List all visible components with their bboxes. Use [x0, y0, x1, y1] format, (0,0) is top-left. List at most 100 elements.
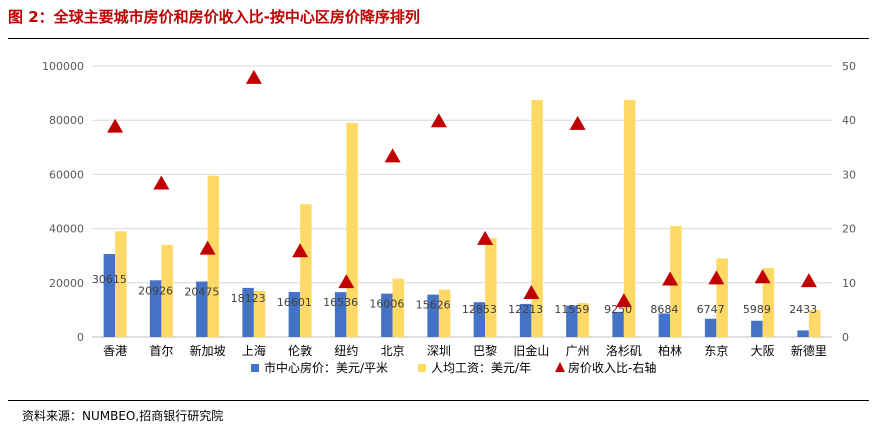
- left-axis-tick-label: 100000: [42, 60, 84, 73]
- wage-bar: [161, 244, 173, 337]
- legend-price-swatch: [251, 364, 259, 372]
- price-data-label: 6747: [697, 303, 725, 316]
- right-axis-tick-label: 10: [842, 277, 856, 290]
- ratio-marker: [523, 285, 540, 300]
- left-axis-tick-label: 80000: [49, 114, 84, 127]
- wage-bar: [716, 258, 728, 337]
- category-label: 深圳: [427, 344, 451, 358]
- price-bar: [381, 293, 393, 337]
- price-bar: [658, 313, 671, 337]
- price-bar: [242, 287, 254, 337]
- legend-ratio-swatch: [555, 362, 565, 372]
- ratio-marker: [199, 240, 216, 255]
- right-axis-tick-label: 50: [842, 60, 856, 73]
- price-data-label: 15626: [416, 299, 451, 312]
- ratio-marker: [153, 175, 170, 190]
- wage-bar: [577, 303, 590, 337]
- price-bar: [704, 318, 717, 337]
- legend-price-label: 市中心房价：美元/平米: [264, 360, 388, 375]
- price-data-label: 11559: [554, 303, 589, 316]
- category-label: 大阪: [751, 344, 775, 358]
- price-bar: [334, 292, 347, 337]
- price-bar: [427, 294, 439, 337]
- right-axis-tick-label: 0: [842, 331, 849, 344]
- source-note: 资料来源：NUMBEO,招商银行研究院: [22, 409, 224, 423]
- ratio-marker: [615, 293, 632, 308]
- price-bar: [797, 330, 809, 337]
- price-bar: [288, 292, 301, 337]
- bar-marks: [103, 99, 821, 337]
- left-axis-tick-label: 0: [77, 331, 84, 344]
- right-axis-ticks: 0 10 20 30 40 50: [842, 60, 856, 344]
- category-label: 东京: [704, 344, 728, 358]
- ratio-marker: [245, 69, 262, 84]
- left-axis-tick-label: 20000: [49, 277, 84, 290]
- left-axis-tick-label: 60000: [49, 168, 84, 181]
- wage-bar: [623, 99, 636, 337]
- ratio-marker: [662, 271, 679, 286]
- wage-bar: [253, 290, 266, 337]
- category-labels: 香港 首尔 新加坡 上海 伦敦 纽约 北京 深圳 巴黎 旧金山 广州 洛杉矶 柏林 东京 大阪 新德里: [103, 343, 827, 358]
- category-label: 首尔: [149, 343, 173, 358]
- category-label: 新加坡: [190, 343, 226, 358]
- wage-bar: [670, 225, 682, 337]
- ratio-marker: [430, 113, 447, 128]
- price-data-label: 16006: [369, 298, 404, 311]
- price-data-label: 5989: [743, 303, 771, 316]
- left-axis-ticks: 0 20000 40000 60000 80000 100000: [42, 60, 84, 344]
- price-bar: [566, 305, 578, 337]
- price-bar: [612, 311, 624, 337]
- wage-bar: [115, 231, 127, 337]
- wage-bar: [392, 278, 405, 337]
- ratio-marker: [477, 230, 494, 245]
- ratio-marker: [569, 115, 586, 130]
- left-axis-tick-label: 40000: [49, 223, 84, 236]
- price-data-label: 12213: [508, 303, 543, 316]
- data-labels: 30615 20926 20475 18123 16601 16536 16006 15626…: [92, 273, 817, 316]
- wage-bar: [485, 238, 497, 337]
- price-data-label: 12853: [462, 303, 497, 316]
- ratio-marker: [800, 273, 817, 288]
- price-data-label: 2433: [789, 303, 817, 316]
- price-data-label: 20475: [184, 286, 219, 299]
- wage-bar: [346, 122, 358, 337]
- ratio-marker: [708, 270, 725, 285]
- price-bar: [751, 320, 763, 337]
- category-label: 柏林: [658, 343, 682, 358]
- price-data-label: 30615: [92, 273, 127, 286]
- triangle-marks: [107, 69, 817, 308]
- ratio-marker: [384, 148, 401, 163]
- category-label: 北京: [381, 344, 405, 358]
- category-label: 巴黎: [473, 344, 497, 358]
- category-label: 纽约: [334, 343, 358, 358]
- figure-title: 图 2：全球主要城市房价和房价收入比-按中心区房价降序排列: [8, 8, 420, 26]
- price-data-label: 16536: [323, 296, 358, 309]
- chart-legend: 市中心房价：美元/平米 人均工资：美元/年 房价收入比-右轴: [251, 360, 656, 375]
- category-label: 新德里: [791, 343, 827, 358]
- wage-bar: [300, 204, 312, 337]
- ratio-marker: [292, 243, 309, 258]
- right-axis-tick-label: 30: [842, 168, 856, 181]
- price-bar: [103, 254, 116, 337]
- right-axis-tick-label: 40: [842, 114, 856, 127]
- category-label: 广州: [566, 344, 590, 358]
- wage-bar: [438, 289, 451, 337]
- top-divider: [8, 38, 869, 39]
- ratio-marker: [338, 274, 355, 289]
- price-bar: [473, 302, 486, 337]
- category-label: 洛杉矶: [606, 343, 642, 358]
- ratio-marker: [107, 118, 124, 133]
- wage-bar: [762, 267, 775, 337]
- price-data-label: 18123: [231, 292, 266, 305]
- category-label: 旧金山: [513, 343, 549, 358]
- legend-wage-label: 人均工资：美元/年: [431, 361, 531, 375]
- wage-bar: [808, 309, 821, 337]
- ratio-marker: [754, 269, 771, 284]
- price-bar: [196, 281, 208, 337]
- right-axis-tick-label: 20: [842, 223, 856, 236]
- wage-bar: [531, 99, 543, 337]
- category-label: 上海: [242, 343, 266, 358]
- category-label: 伦敦: [288, 343, 312, 358]
- price-data-label: 8684: [650, 303, 678, 316]
